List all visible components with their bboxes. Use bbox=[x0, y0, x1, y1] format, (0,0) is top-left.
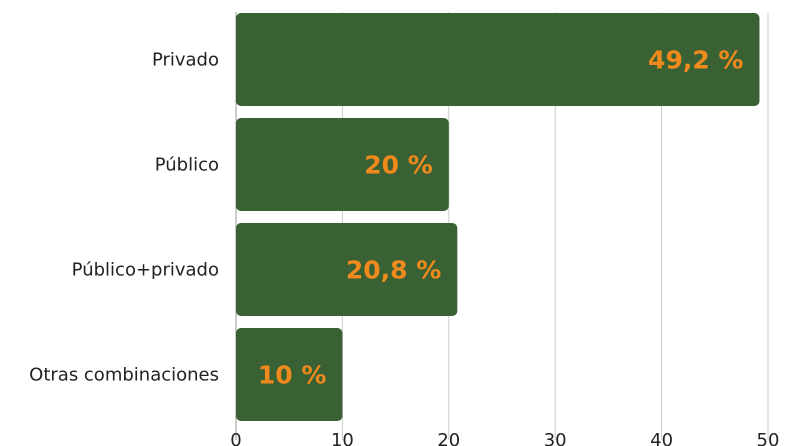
category-labels: Privado Público Público+privado Otras combi… bbox=[29, 50, 219, 386]
x-tick-label: 10 bbox=[331, 430, 354, 446]
category-label: Público+privado bbox=[72, 260, 219, 281]
x-tick-label: 0 bbox=[230, 430, 241, 446]
bar bbox=[236, 118, 449, 211]
bar bbox=[236, 223, 458, 316]
data-labels: 49,2 % 20 % 20,8 % 10 % bbox=[258, 46, 744, 390]
data-label: 10 % bbox=[258, 361, 327, 390]
data-label: 20 % bbox=[364, 151, 433, 180]
x-tick-label: 40 bbox=[650, 430, 673, 446]
x-tick-label: 50 bbox=[757, 430, 780, 446]
bar bbox=[236, 328, 343, 421]
category-label: Público bbox=[155, 155, 219, 176]
category-label: Otras combinaciones bbox=[29, 365, 219, 386]
data-label: 20,8 % bbox=[346, 256, 441, 285]
bars bbox=[236, 13, 760, 421]
x-tick-label: 20 bbox=[437, 430, 460, 446]
x-axis-ticks: 0 10 20 30 40 50 bbox=[230, 430, 779, 446]
bar bbox=[236, 13, 760, 106]
x-tick-label: 30 bbox=[544, 430, 567, 446]
category-label: Privado bbox=[152, 50, 219, 71]
data-label: 49,2 % bbox=[648, 46, 743, 75]
